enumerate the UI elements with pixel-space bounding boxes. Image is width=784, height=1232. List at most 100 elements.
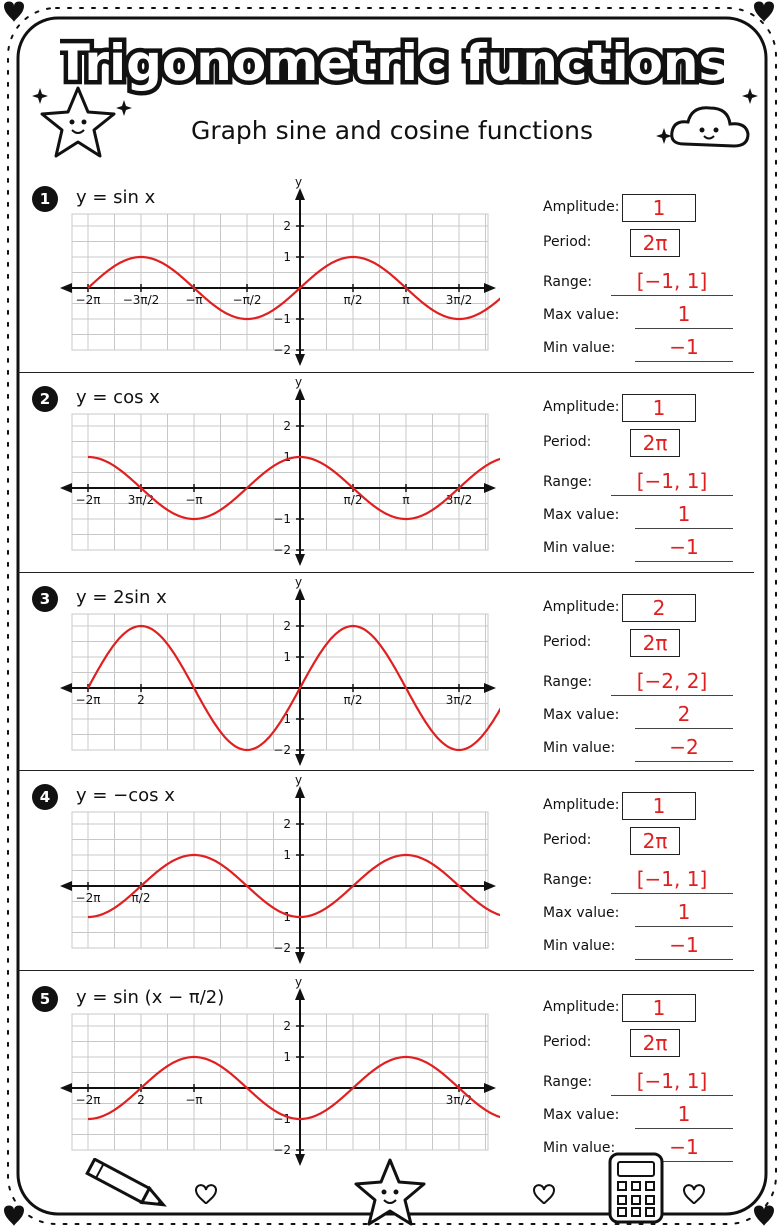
period-answer[interactable]: 2π <box>630 629 680 657</box>
amplitude-field: Amplitude: 1 <box>543 792 733 820</box>
section-divider <box>18 572 754 573</box>
y-tick-label: 2 <box>283 419 291 433</box>
graph-grid <box>71 811 489 949</box>
range-answer[interactable]: [−2, 2] <box>611 669 733 696</box>
max-label: Max value: <box>543 307 620 323</box>
pencil-doodle-icon <box>85 1158 167 1207</box>
section-divider <box>18 372 754 373</box>
period-label: Period: <box>543 234 592 250</box>
range-answer[interactable]: [−1, 1] <box>611 867 733 894</box>
min-field: Min value: −1 <box>543 933 733 961</box>
problem-section: 2y = cos xxy21−1−2−2π3π/2−ππ/2π3π/2Ampli… <box>24 378 754 566</box>
amplitude-answer[interactable]: 1 <box>622 194 696 222</box>
max-answer[interactable]: 1 <box>635 1102 733 1129</box>
y-axis-label: y <box>295 178 302 189</box>
min-answer[interactable]: −1 <box>635 1135 733 1162</box>
heart-outline-icon <box>532 1184 556 1205</box>
y-tick-label: −2 <box>273 941 291 955</box>
period-answer[interactable]: 2π <box>630 229 680 257</box>
y-tick-label: 1 <box>283 910 291 924</box>
max-label: Max value: <box>543 1107 620 1123</box>
y-tick-label: 2 <box>283 817 291 831</box>
range-answer[interactable]: [−1, 1] <box>611 269 733 296</box>
period-label: Period: <box>543 434 592 450</box>
max-answer[interactable]: 1 <box>635 502 733 529</box>
min-answer[interactable]: −1 <box>635 933 733 960</box>
period-answer[interactable]: 2π <box>630 1029 680 1057</box>
y-axis-label: y <box>295 776 302 787</box>
amplitude-label: Amplitude: <box>543 399 620 415</box>
amplitude-field: Amplitude: 1 <box>543 994 733 1022</box>
range-label: Range: <box>543 1074 593 1090</box>
x-tick-label: π/2 <box>344 693 363 707</box>
x-tick-label: −π <box>185 1093 202 1107</box>
amplitude-label: Amplitude: <box>543 797 620 813</box>
max-answer[interactable]: 1 <box>635 302 733 329</box>
x-tick-label: −π <box>185 493 202 507</box>
period-answer[interactable]: 2π <box>630 827 680 855</box>
graph-grid <box>71 613 489 751</box>
range-field: Range: [−1, 1] <box>543 469 733 497</box>
period-field: Period: 2π <box>543 429 733 457</box>
function-curve <box>88 1055 500 1121</box>
y-axis-label: y <box>295 378 302 389</box>
range-answer[interactable]: [−1, 1] <box>611 469 733 496</box>
amplitude-field: Amplitude: 1 <box>543 194 733 222</box>
x-tick-label: π/2 <box>344 493 363 507</box>
amplitude-answer[interactable]: 2 <box>622 594 696 622</box>
y-tick-label: −2 <box>273 743 291 757</box>
period-field: Period: 2π <box>543 827 733 855</box>
problem-number-badge: 1 <box>32 186 58 212</box>
min-answer[interactable]: −1 <box>635 335 733 362</box>
x-tick-label: 3π/2 <box>446 693 473 707</box>
problem-number-badge: 2 <box>32 386 58 412</box>
x-tick-label: −π/2 <box>233 293 262 307</box>
amplitude-label: Amplitude: <box>543 599 620 615</box>
heart-outline-icon <box>682 1184 706 1205</box>
min-label: Min value: <box>543 340 616 356</box>
range-answer[interactable]: [−1, 1] <box>611 1069 733 1096</box>
problem-equation: y = sin (x − π/2) <box>76 987 225 1008</box>
function-curve <box>88 853 500 919</box>
y-tick-label: 2 <box>283 1019 291 1033</box>
range-label: Range: <box>543 674 593 690</box>
x-tick-label: 3π/2 <box>446 493 473 507</box>
heart-outline-icon <box>194 1184 218 1205</box>
problem-equation: y = sin x <box>76 187 156 208</box>
x-tick-label: 2 <box>137 1093 145 1107</box>
y-tick-label: 1 <box>283 712 291 726</box>
y-axis-label: y <box>295 578 302 589</box>
max-answer[interactable]: 1 <box>635 900 733 927</box>
max-answer[interactable]: 2 <box>635 702 733 729</box>
cloud-doodle-icon <box>656 88 758 148</box>
range-label: Range: <box>543 872 593 888</box>
y-tick-label: −1 <box>273 312 291 326</box>
x-tick-label: π/2 <box>132 891 151 905</box>
y-tick-label: 1 <box>283 848 291 862</box>
min-label: Min value: <box>543 1140 616 1156</box>
problem-section: 1y = sin xxy21−1−2−2π−3π/2−π−π/2π/2π3π/2… <box>24 178 754 366</box>
amplitude-answer[interactable]: 1 <box>622 394 696 422</box>
min-field: Min value: −2 <box>543 735 733 763</box>
min-answer[interactable]: −2 <box>635 735 733 762</box>
period-answer[interactable]: 2π <box>630 429 680 457</box>
amplitude-answer[interactable]: 1 <box>622 994 696 1022</box>
amplitude-label: Amplitude: <box>543 999 620 1015</box>
min-answer[interactable]: −1 <box>635 535 733 562</box>
amplitude-field: Amplitude: 1 <box>543 394 733 422</box>
max-field: Max value: 1 <box>543 502 733 530</box>
y-tick-label: 1 <box>283 250 291 264</box>
x-tick-label: 3π/2 <box>446 293 473 307</box>
heart-icon <box>4 1 774 1226</box>
y-tick-label: 2 <box>283 219 291 233</box>
function-curve <box>88 455 500 521</box>
star-doodle-icon <box>32 86 132 158</box>
graph-grid <box>71 213 489 351</box>
amplitude-answer[interactable]: 1 <box>622 792 696 820</box>
x-tick-label: π <box>402 293 409 307</box>
y-tick-label: −2 <box>273 1143 291 1157</box>
y-tick-label: 2 <box>283 619 291 633</box>
